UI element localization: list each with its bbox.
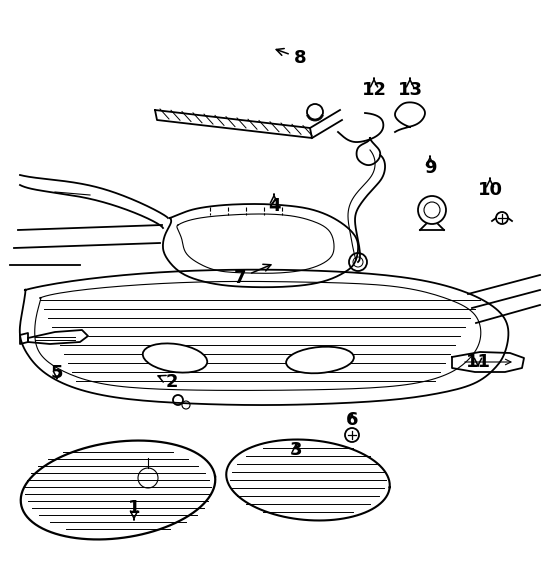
- Polygon shape: [20, 333, 28, 344]
- Text: 11: 11: [466, 353, 490, 371]
- Polygon shape: [28, 330, 88, 344]
- Text: 9: 9: [424, 156, 436, 177]
- Ellipse shape: [286, 347, 354, 374]
- Ellipse shape: [143, 343, 207, 372]
- Polygon shape: [155, 110, 312, 138]
- Text: 7: 7: [234, 264, 271, 287]
- Text: 1: 1: [128, 499, 140, 520]
- Polygon shape: [21, 440, 215, 539]
- Text: 5: 5: [51, 364, 63, 382]
- Text: 12: 12: [361, 78, 387, 99]
- Text: 8: 8: [276, 49, 306, 67]
- Polygon shape: [226, 439, 390, 521]
- Text: 4: 4: [268, 194, 280, 215]
- Text: 2: 2: [158, 373, 178, 391]
- Text: 10: 10: [478, 178, 502, 199]
- Polygon shape: [452, 352, 524, 372]
- Text: 3: 3: [290, 441, 302, 459]
- Text: 13: 13: [397, 78, 423, 99]
- Text: 6: 6: [346, 411, 358, 429]
